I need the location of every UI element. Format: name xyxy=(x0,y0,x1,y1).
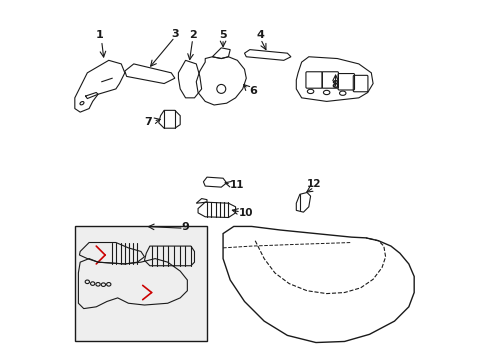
Text: 5: 5 xyxy=(219,30,226,40)
Text: 12: 12 xyxy=(306,179,321,189)
FancyBboxPatch shape xyxy=(75,226,206,341)
Text: 4: 4 xyxy=(256,30,264,40)
Text: 8: 8 xyxy=(331,80,339,90)
Text: 11: 11 xyxy=(229,180,244,190)
Text: 1: 1 xyxy=(96,30,103,40)
Text: 9: 9 xyxy=(181,222,189,232)
Text: 7: 7 xyxy=(144,117,152,127)
Text: 3: 3 xyxy=(171,28,178,39)
Text: 10: 10 xyxy=(239,208,253,218)
Text: 2: 2 xyxy=(188,30,196,40)
Text: 6: 6 xyxy=(249,86,257,96)
